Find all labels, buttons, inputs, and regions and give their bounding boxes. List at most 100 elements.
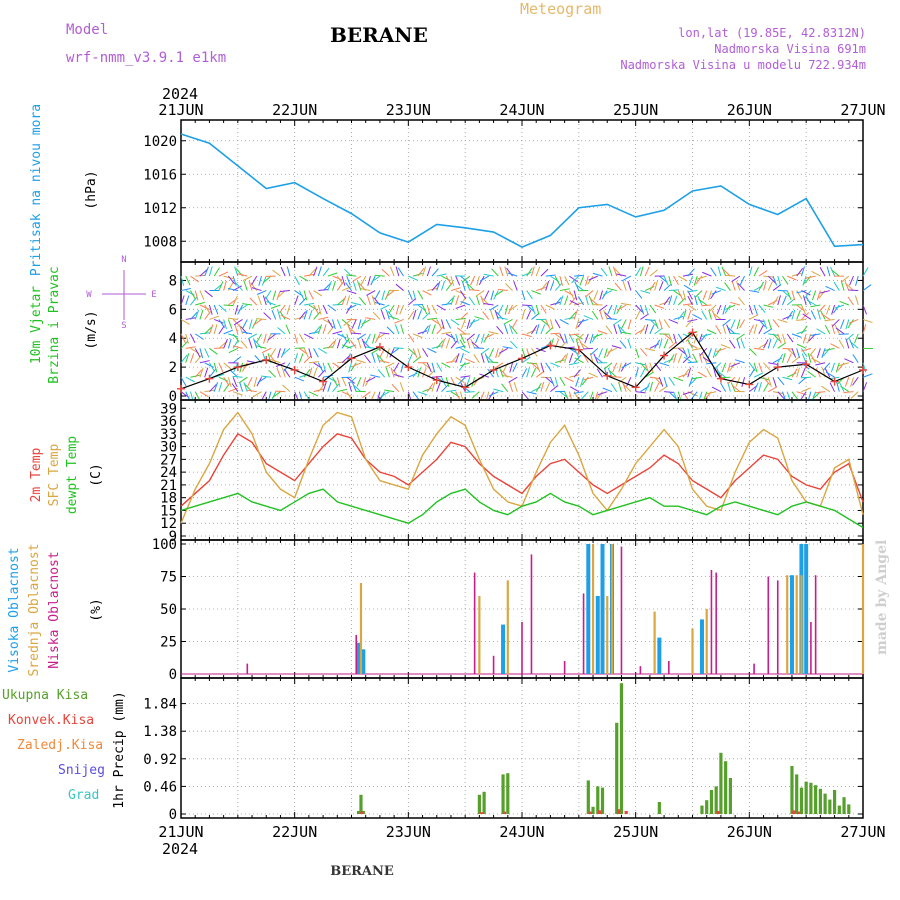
wind-arrow xyxy=(796,367,800,378)
wind-arrow xyxy=(223,275,234,280)
temp-ytick-label: 24 xyxy=(160,465,177,481)
wind-arrow xyxy=(654,304,665,309)
wind-arrow xyxy=(299,311,306,320)
wind-arrow xyxy=(351,382,357,392)
wind-arrow xyxy=(490,309,495,320)
wind-arrow xyxy=(483,273,494,277)
wind-arrow xyxy=(862,362,867,373)
wind-arrow xyxy=(767,377,772,387)
wind-arrow xyxy=(521,309,526,320)
wind-arrow xyxy=(426,362,432,373)
wind-arrow xyxy=(363,354,371,364)
wind-arrow xyxy=(497,304,504,315)
wind-arrow xyxy=(767,275,776,284)
wind-arrow xyxy=(234,304,239,315)
wind-arrow xyxy=(678,373,688,378)
wind-arrow xyxy=(688,342,698,349)
wind-arrow xyxy=(701,304,712,307)
low-cloud-bar xyxy=(355,635,358,674)
wind-arrow xyxy=(455,295,460,306)
wind-arrow xyxy=(372,311,381,320)
wind-arrow xyxy=(659,300,669,306)
wind-arrow xyxy=(621,319,627,329)
wind-arrow xyxy=(370,391,376,401)
wind-arrow xyxy=(480,333,485,344)
total-precip-bar xyxy=(828,799,832,814)
wind-arrow xyxy=(322,304,328,315)
wind-arrow xyxy=(457,376,466,385)
wind-arrow xyxy=(807,370,816,378)
wind-arrow xyxy=(280,314,291,320)
wind-arrow xyxy=(374,290,381,300)
wind-arrow xyxy=(748,304,753,315)
wind-arrow xyxy=(839,362,849,367)
wind-arrow xyxy=(787,275,797,281)
wind-arrow xyxy=(550,362,560,368)
wind-arrow xyxy=(513,281,518,291)
wind-arrow xyxy=(313,290,323,297)
wind-arrow xyxy=(687,295,693,306)
wind-arrow xyxy=(407,333,415,343)
wind-arrow xyxy=(233,319,243,326)
wind-arrow xyxy=(521,368,528,378)
wind-arrow xyxy=(627,280,632,291)
wind-arrow xyxy=(727,362,731,373)
wind-arrow xyxy=(748,266,753,277)
wind-arrow xyxy=(568,311,577,320)
wind-arrow xyxy=(717,266,722,277)
wind-arrow xyxy=(195,301,205,306)
wind-arrow xyxy=(322,382,327,392)
wind-arrow xyxy=(190,333,196,344)
wind-arrow xyxy=(608,370,618,378)
wind-arrow xyxy=(317,304,322,315)
wind-arrow xyxy=(749,314,759,320)
wind-arrow xyxy=(613,304,618,315)
wind-arrow xyxy=(597,330,608,335)
wind-arrow xyxy=(499,266,504,277)
wind-arrow xyxy=(502,375,513,378)
wind-arrow xyxy=(815,362,826,366)
wind-arrow xyxy=(252,391,262,398)
wind-arrow xyxy=(194,354,203,364)
wind-arrow xyxy=(843,391,854,394)
wind-arrow xyxy=(213,267,220,277)
wind-arrow xyxy=(277,290,286,298)
precip-ylabel: 1hr Precip (mm) xyxy=(112,691,127,808)
wind-arrow xyxy=(644,382,651,392)
wind-arrow xyxy=(749,290,760,293)
wind-arrow xyxy=(535,370,545,378)
wind-arrow xyxy=(348,376,357,385)
pressure-ylabel: (hPa) xyxy=(84,170,99,209)
wind-arrow xyxy=(276,367,281,378)
wind-arrow xyxy=(791,333,802,338)
wind-arrow xyxy=(235,282,243,291)
wind-arrow xyxy=(540,381,545,392)
wind-arrow xyxy=(599,290,603,301)
wind-arrow xyxy=(237,273,248,277)
wind-arrow xyxy=(180,376,187,387)
low-cloud-bar xyxy=(753,663,755,674)
wind-arrow xyxy=(327,281,332,291)
footer-station: BERANE xyxy=(330,864,394,879)
wind-arrow xyxy=(819,267,826,277)
mid-cloud-bar xyxy=(591,544,595,674)
mid-cloud-bar xyxy=(705,609,708,674)
wind-arrow xyxy=(393,374,404,378)
wind-arrow xyxy=(190,275,199,283)
x-label-bottom: 21JUN xyxy=(158,823,203,841)
wind-arrow xyxy=(772,333,781,342)
wind-arrow xyxy=(247,377,253,387)
wind-arrow xyxy=(571,275,580,284)
wind-arrow xyxy=(493,388,504,393)
wind-arrow xyxy=(341,275,346,286)
wind-arrow xyxy=(575,377,580,387)
wind-arrow xyxy=(716,347,726,353)
wind-arrow xyxy=(377,369,386,378)
wind-arrow xyxy=(180,340,189,349)
wind-arrow xyxy=(436,273,447,277)
wind-arrow xyxy=(621,362,632,368)
wind-arrow xyxy=(376,353,381,363)
wind-arrow xyxy=(341,391,352,397)
wind-arrow xyxy=(238,324,244,335)
